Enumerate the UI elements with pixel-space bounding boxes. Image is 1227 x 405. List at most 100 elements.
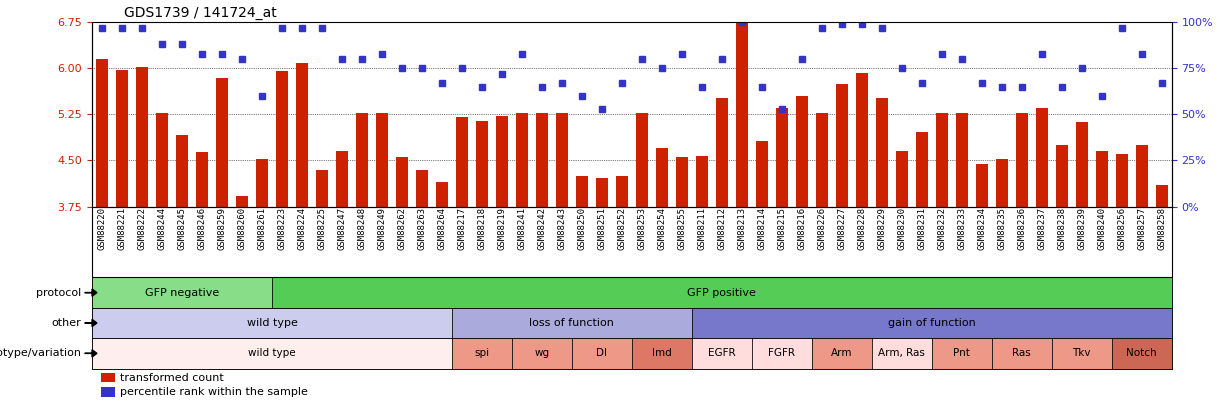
Bar — [1156, 185, 1168, 207]
Bar — [236, 196, 248, 207]
Bar — [596, 178, 607, 207]
Bar — [692, 308, 1172, 338]
Text: GSM88224: GSM88224 — [297, 207, 307, 249]
Text: other: other — [52, 318, 81, 328]
Bar — [375, 113, 388, 207]
Text: GSM88240: GSM88240 — [1097, 207, 1107, 249]
Text: Notch: Notch — [1126, 348, 1157, 358]
Bar — [896, 151, 908, 207]
Text: GSM88232: GSM88232 — [937, 207, 946, 249]
Bar — [92, 277, 272, 308]
Bar — [92, 338, 452, 369]
Text: GSM88230: GSM88230 — [897, 207, 907, 249]
Bar — [696, 156, 708, 207]
Text: GSM88222: GSM88222 — [137, 207, 146, 249]
Text: Pnt: Pnt — [953, 348, 971, 358]
Bar — [676, 158, 688, 207]
Text: Dl: Dl — [596, 348, 607, 358]
Text: GSM88243: GSM88243 — [557, 207, 567, 249]
Bar — [575, 176, 588, 207]
Text: GSM88228: GSM88228 — [858, 207, 866, 249]
Text: GSM88239: GSM88239 — [1077, 207, 1086, 249]
Bar — [452, 308, 692, 338]
Text: GSM88231: GSM88231 — [918, 207, 926, 249]
Text: GSM88235: GSM88235 — [998, 207, 1006, 249]
Text: GSM88249: GSM88249 — [378, 207, 387, 249]
Text: GSM88216: GSM88216 — [798, 207, 806, 249]
Text: GSM88233: GSM88233 — [957, 207, 967, 249]
Bar — [1096, 151, 1108, 207]
Bar — [1016, 113, 1028, 207]
Text: GSM88253: GSM88253 — [637, 207, 647, 249]
Bar — [356, 113, 368, 207]
Bar — [512, 338, 572, 369]
Text: GFP positive: GFP positive — [687, 288, 756, 298]
Bar — [936, 113, 947, 207]
Bar — [396, 157, 407, 207]
Text: GSM88220: GSM88220 — [97, 207, 107, 249]
Text: genotype/variation: genotype/variation — [0, 348, 81, 358]
Bar — [715, 98, 728, 207]
Text: wg: wg — [535, 348, 550, 358]
Bar — [856, 73, 867, 207]
Text: GSM88212: GSM88212 — [718, 207, 726, 249]
Text: GSM88225: GSM88225 — [318, 207, 326, 249]
Bar — [92, 308, 452, 338]
Bar — [636, 113, 648, 207]
Bar — [616, 176, 628, 207]
Text: GSM88248: GSM88248 — [357, 207, 367, 249]
Text: GSM88221: GSM88221 — [118, 207, 126, 249]
Bar — [752, 338, 812, 369]
Bar — [416, 170, 428, 207]
Text: GDS1739 / 141724_at: GDS1739 / 141724_at — [124, 6, 277, 20]
Bar — [536, 113, 548, 207]
Text: GSM88217: GSM88217 — [458, 207, 466, 249]
Bar — [456, 117, 467, 207]
Text: GSM88247: GSM88247 — [337, 207, 346, 249]
Bar — [96, 59, 108, 207]
Text: GSM88244: GSM88244 — [157, 207, 167, 249]
Text: protocol: protocol — [36, 288, 81, 298]
Text: GSM88250: GSM88250 — [578, 207, 587, 249]
Bar — [736, 22, 748, 207]
Text: Arm: Arm — [831, 348, 853, 358]
Bar — [276, 71, 288, 207]
Bar — [836, 84, 848, 207]
Text: GSM88215: GSM88215 — [778, 207, 787, 249]
Text: spi: spi — [475, 348, 490, 358]
Text: GSM88262: GSM88262 — [398, 207, 406, 249]
Bar — [1055, 145, 1067, 207]
Text: GSM88263: GSM88263 — [417, 207, 427, 249]
Bar — [915, 132, 928, 207]
Bar — [1115, 154, 1128, 207]
Bar — [216, 78, 228, 207]
Bar — [956, 113, 968, 207]
Text: GSM88259: GSM88259 — [217, 207, 227, 249]
Bar — [156, 113, 168, 207]
Text: GSM88234: GSM88234 — [978, 207, 987, 249]
Text: GSM88264: GSM88264 — [438, 207, 447, 249]
Bar — [656, 148, 667, 207]
Bar — [991, 338, 1052, 369]
Bar — [496, 116, 508, 207]
Text: GFP negative: GFP negative — [145, 288, 220, 298]
Bar — [756, 141, 768, 207]
Bar — [775, 108, 788, 207]
Bar — [1036, 108, 1048, 207]
Text: GSM88242: GSM88242 — [537, 207, 546, 249]
Text: GSM88258: GSM88258 — [1157, 207, 1167, 249]
Bar — [196, 153, 209, 207]
Bar — [1136, 145, 1147, 207]
Text: GSM88236: GSM88236 — [1017, 207, 1026, 249]
Text: GSM88252: GSM88252 — [617, 207, 627, 249]
Bar — [436, 182, 448, 207]
Text: GSM88261: GSM88261 — [258, 207, 266, 249]
Bar — [796, 96, 807, 207]
Text: GSM88227: GSM88227 — [837, 207, 847, 249]
Text: FGFR: FGFR — [768, 348, 795, 358]
Text: gain of function: gain of function — [888, 318, 975, 328]
Bar — [452, 338, 512, 369]
Text: EGFR: EGFR — [708, 348, 736, 358]
Text: Tkv: Tkv — [1072, 348, 1091, 358]
Text: transformed count: transformed count — [120, 373, 225, 383]
